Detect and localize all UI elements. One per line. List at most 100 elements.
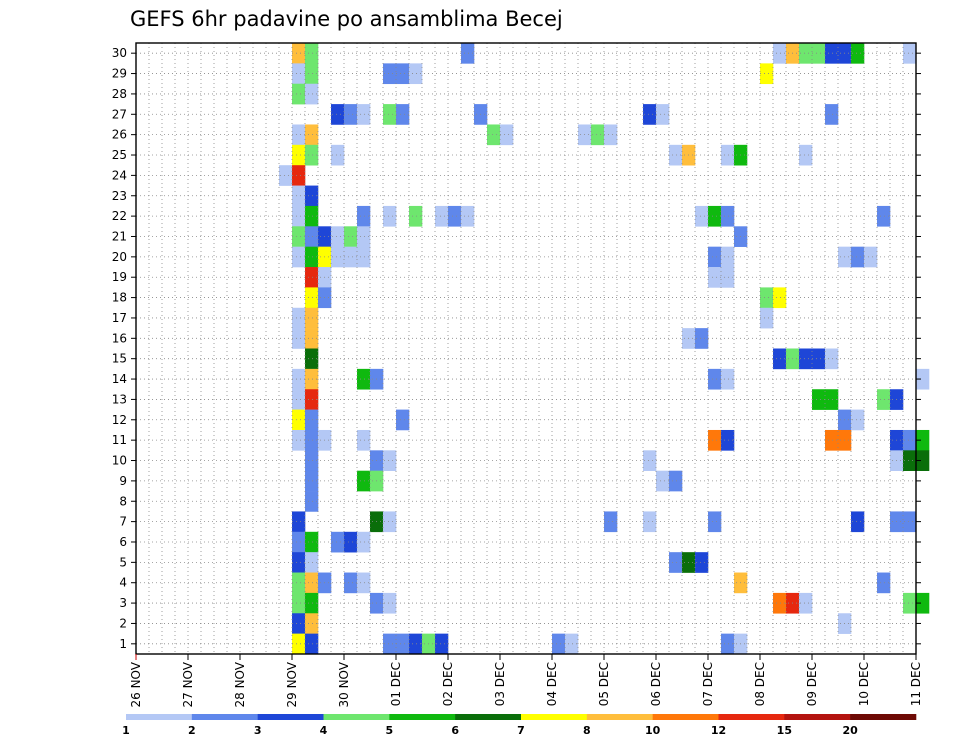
heatmap-cell-30-53 (825, 43, 839, 64)
heatmap-cell-21-12 (292, 226, 306, 247)
heatmap-cell-30-55 (851, 43, 865, 64)
heatmap-cell-3-12 (292, 592, 306, 614)
heatmap-cell-11-53 (825, 429, 839, 451)
heatmap-cell-30-49 (773, 43, 787, 64)
colorbar-swatch (389, 714, 456, 720)
heatmap-cell-16-12 (292, 328, 306, 349)
y-tick-label: 19 (112, 270, 127, 284)
heatmap-cell-14-60 (916, 368, 930, 390)
heatmap-cell-26-35 (591, 124, 605, 146)
heatmap-cell-14-13 (305, 368, 319, 390)
heatmap-cell-1-33 (565, 633, 579, 655)
y-tick-label: 28 (112, 87, 127, 101)
heatmap-cell-28-13 (305, 83, 319, 105)
heatmap-cell-1-13 (305, 633, 319, 655)
heatmap-cell-1-19 (383, 633, 397, 655)
colorbar-legend: 1 2 3 4 5 6 7 8 10 12 15 20 (122, 714, 917, 737)
colorbar-swatch (323, 714, 390, 720)
colorbar-label: 3 (254, 724, 262, 737)
colorbar-label: 7 (517, 724, 525, 737)
heatmap-cell-27-16 (344, 104, 358, 125)
y-tick-label: 1 (119, 637, 127, 651)
heatmap-cell-11-45 (721, 429, 735, 451)
heatmap-cell-21-13 (305, 226, 319, 247)
heatmap-cell-17-48 (760, 307, 774, 329)
y-tick-label: 23 (112, 189, 127, 203)
heatmap-cell-12-55 (851, 409, 865, 431)
y-tick-label: 20 (112, 250, 127, 264)
heatmap-cell-4-13 (305, 572, 319, 594)
heatmap-cell-15-52 (812, 348, 826, 370)
heatmap-cell-11-59 (903, 429, 917, 451)
y-tick-label: 9 (119, 474, 127, 488)
heatmap-cell-21-16 (344, 226, 358, 247)
heatmap-cell-22-44 (708, 205, 722, 227)
heatmap-cell-7-39 (643, 511, 657, 533)
heatmap-cell-26-12 (292, 124, 306, 146)
heatmap-cell-14-17 (357, 368, 371, 390)
x-tick-label: 04 DEC (545, 662, 559, 706)
heatmap-cell-29-12 (292, 63, 306, 85)
heatmap-cell-25-12 (292, 144, 306, 166)
y-tick-label: 22 (112, 209, 127, 223)
heatmap-cell-1-23 (435, 633, 449, 655)
heatmap-cell-12-20 (396, 409, 410, 431)
heatmap-cell-3-60 (916, 592, 930, 614)
heatmap-cell-3-19 (383, 592, 397, 614)
colorbar-swatch (784, 714, 851, 720)
heatmap-cell-28-12 (292, 83, 306, 105)
heatmap-cell-19-45 (721, 267, 735, 288)
y-tick-label: 21 (112, 229, 127, 243)
colorbar-swatch (191, 714, 258, 720)
colorbar-label: 5 (386, 724, 394, 737)
heatmap-cell-19-44 (708, 267, 722, 288)
heatmap-cell-27-15 (331, 104, 345, 125)
heatmap-cell-20-15 (331, 246, 345, 268)
heatmap-cell-5-41 (669, 552, 683, 573)
heatmap-cell-22-13 (305, 205, 319, 227)
heatmap-cell-13-13 (305, 389, 319, 410)
heatmap-cell-9-40 (656, 470, 670, 492)
y-tick-label: 8 (119, 494, 127, 508)
heatmap-cell-29-21 (409, 63, 423, 85)
heatmap-cell-15-13 (305, 348, 319, 370)
heatmap-cell-22-21 (409, 205, 423, 227)
colorbar-label: 15 (777, 724, 792, 737)
colorbar-label: 2 (188, 724, 196, 737)
x-tick-label: 27 NOV (181, 661, 195, 707)
heatmap-cell-26-28 (500, 124, 514, 146)
heatmap-cell-17-13 (305, 307, 319, 329)
y-tick-label: 29 (112, 67, 127, 81)
x-tick-label: 06 DEC (649, 662, 663, 706)
heatmap-cell-13-12 (292, 389, 306, 410)
heatmap-cell-6-13 (305, 531, 319, 553)
colorbar-label: 1 (122, 724, 130, 737)
heatmap-cell-22-24 (448, 205, 462, 227)
heatmap-cell-26-36 (604, 124, 618, 146)
heatmap-cell-13-52 (812, 389, 826, 410)
colorbar-swatch (850, 714, 917, 720)
heatmap-cell-27-53 (825, 104, 839, 125)
x-tick-label: 07 DEC (701, 662, 715, 706)
heatmap-cell-6-12 (292, 531, 306, 553)
heatmap-cell-22-12 (292, 205, 306, 227)
heatmap-cell-12-12 (292, 409, 306, 431)
y-tick-label: 18 (112, 291, 127, 305)
heatmap-cell-20-45 (721, 246, 735, 268)
y-tick-label: 17 (112, 311, 127, 325)
heatmap-cell-22-25 (461, 205, 475, 227)
heatmap-cell-29-13 (305, 63, 319, 85)
heatmap-cell-7-59 (903, 511, 917, 533)
heatmap-cell-4-57 (877, 572, 891, 594)
heatmap-cell-7-55 (851, 511, 865, 533)
y-tick-label: 4 (119, 576, 127, 590)
heatmap-cell-27-40 (656, 104, 670, 125)
heatmap-cell-3-51 (799, 592, 813, 614)
heatmap-cell-26-27 (487, 124, 501, 146)
heatmap-cell-30-52 (812, 43, 826, 64)
heatmap-cell-20-13 (305, 246, 319, 268)
heatmap-cell-24-11 (279, 165, 293, 186)
heatmap-cell-27-19 (383, 104, 397, 125)
colorbar-swatch (126, 714, 193, 720)
